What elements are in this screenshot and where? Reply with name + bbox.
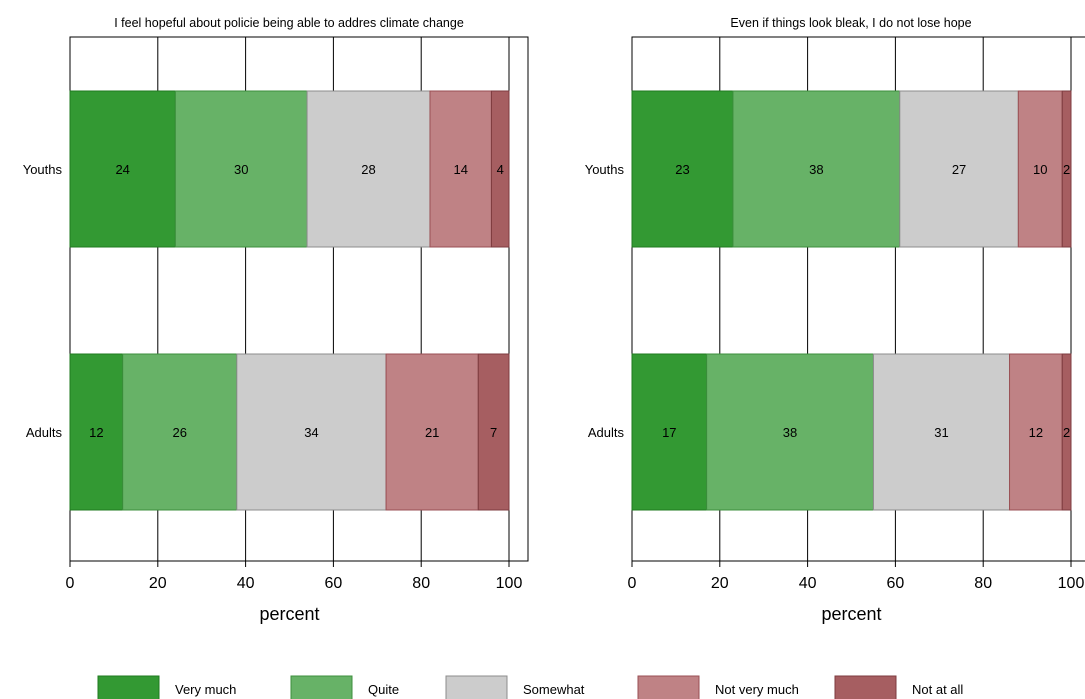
- data-label: 2: [1063, 425, 1070, 440]
- bar-segment-not-very-much: [1017, 90, 1063, 248]
- bar-segment-very-much: [631, 90, 734, 248]
- x-tick-label: 20: [711, 575, 729, 592]
- data-label: 4: [497, 162, 504, 177]
- x-tick-label: 40: [237, 575, 255, 592]
- legend-label: Quite: [368, 682, 399, 697]
- legend-label: Not at all: [912, 682, 963, 697]
- data-label: 24: [115, 162, 129, 177]
- bar-segment-not-at-all: [1061, 353, 1072, 511]
- legend: Very much Quite Somewhat Not very much Not a…: [97, 675, 963, 699]
- legend-swatch: [97, 675, 160, 699]
- x-tick-label: 20: [149, 575, 167, 592]
- bar-segment-not-very-much: [385, 353, 479, 511]
- category-label-adults: Adults: [26, 425, 63, 440]
- plot-frame: [631, 36, 1085, 562]
- legend-label: Very much: [175, 682, 236, 697]
- data-label: 34: [304, 425, 318, 440]
- x-tick-label: 0: [628, 575, 637, 592]
- bar-segment-quite: [122, 353, 238, 511]
- bar-segment-not-at-all: [490, 90, 510, 248]
- data-label: 38: [809, 162, 823, 177]
- bar-segment-not-at-all: [477, 353, 510, 511]
- bar-segment-somewhat: [872, 353, 1011, 511]
- data-label: 23: [675, 162, 689, 177]
- data-label: 7: [490, 425, 497, 440]
- category-label-youths: Youths: [585, 162, 625, 177]
- legend-swatch: [637, 675, 700, 699]
- bar-segment-very-much: [69, 353, 124, 511]
- category-label-youths: Youths: [23, 162, 63, 177]
- data-label: 31: [934, 425, 948, 440]
- legend-label: Not very much: [715, 682, 799, 697]
- category-label-adults: Adults: [588, 425, 625, 440]
- x-tick-label: 60: [325, 575, 343, 592]
- data-label: 17: [662, 425, 676, 440]
- data-label: 12: [1029, 425, 1043, 440]
- x-tick-label: 60: [887, 575, 905, 592]
- bar-segment-quite: [706, 353, 874, 511]
- legend-label: Somewhat: [523, 682, 585, 697]
- x-tick-label: 40: [799, 575, 817, 592]
- data-label: 30: [234, 162, 248, 177]
- data-label: 2: [1063, 162, 1070, 177]
- bar-segment-very-much: [69, 90, 176, 248]
- data-label: 26: [173, 425, 187, 440]
- data-label: 10: [1033, 162, 1047, 177]
- bar-segment-not-at-all: [1061, 90, 1072, 248]
- chart-panel-2: Even if things look bleak, I do not lose…: [585, 16, 1085, 624]
- x-axis-label: percent: [821, 604, 881, 624]
- data-label: 14: [453, 162, 467, 177]
- x-tick-label: 100: [496, 575, 523, 592]
- plot-frame: [69, 36, 529, 562]
- data-label: 38: [783, 425, 797, 440]
- x-tick-label: 80: [974, 575, 992, 592]
- panel-title: I feel hopeful about policie being able …: [114, 16, 464, 30]
- bar-segment-quite: [174, 90, 308, 248]
- data-label: 28: [361, 162, 375, 177]
- x-tick-label: 80: [412, 575, 430, 592]
- data-label: 27: [952, 162, 966, 177]
- panel-title: Even if things look bleak, I do not lose…: [730, 16, 971, 30]
- legend-swatch: [834, 675, 897, 699]
- x-tick-label: 100: [1058, 575, 1085, 592]
- legend-swatch: [445, 675, 508, 699]
- bar-segment-somewhat: [899, 90, 1019, 248]
- x-tick-label: 0: [66, 575, 75, 592]
- legend-swatch: [290, 675, 353, 699]
- data-label: 21: [425, 425, 439, 440]
- bar-segment-very-much: [631, 353, 708, 511]
- data-label: 12: [89, 425, 103, 440]
- bar-segment-not-very-much: [1009, 353, 1063, 511]
- chart-panel-1: I feel hopeful about policie being able …: [23, 16, 529, 624]
- bar-segment-quite: [732, 90, 901, 248]
- x-axis-label: percent: [259, 604, 319, 624]
